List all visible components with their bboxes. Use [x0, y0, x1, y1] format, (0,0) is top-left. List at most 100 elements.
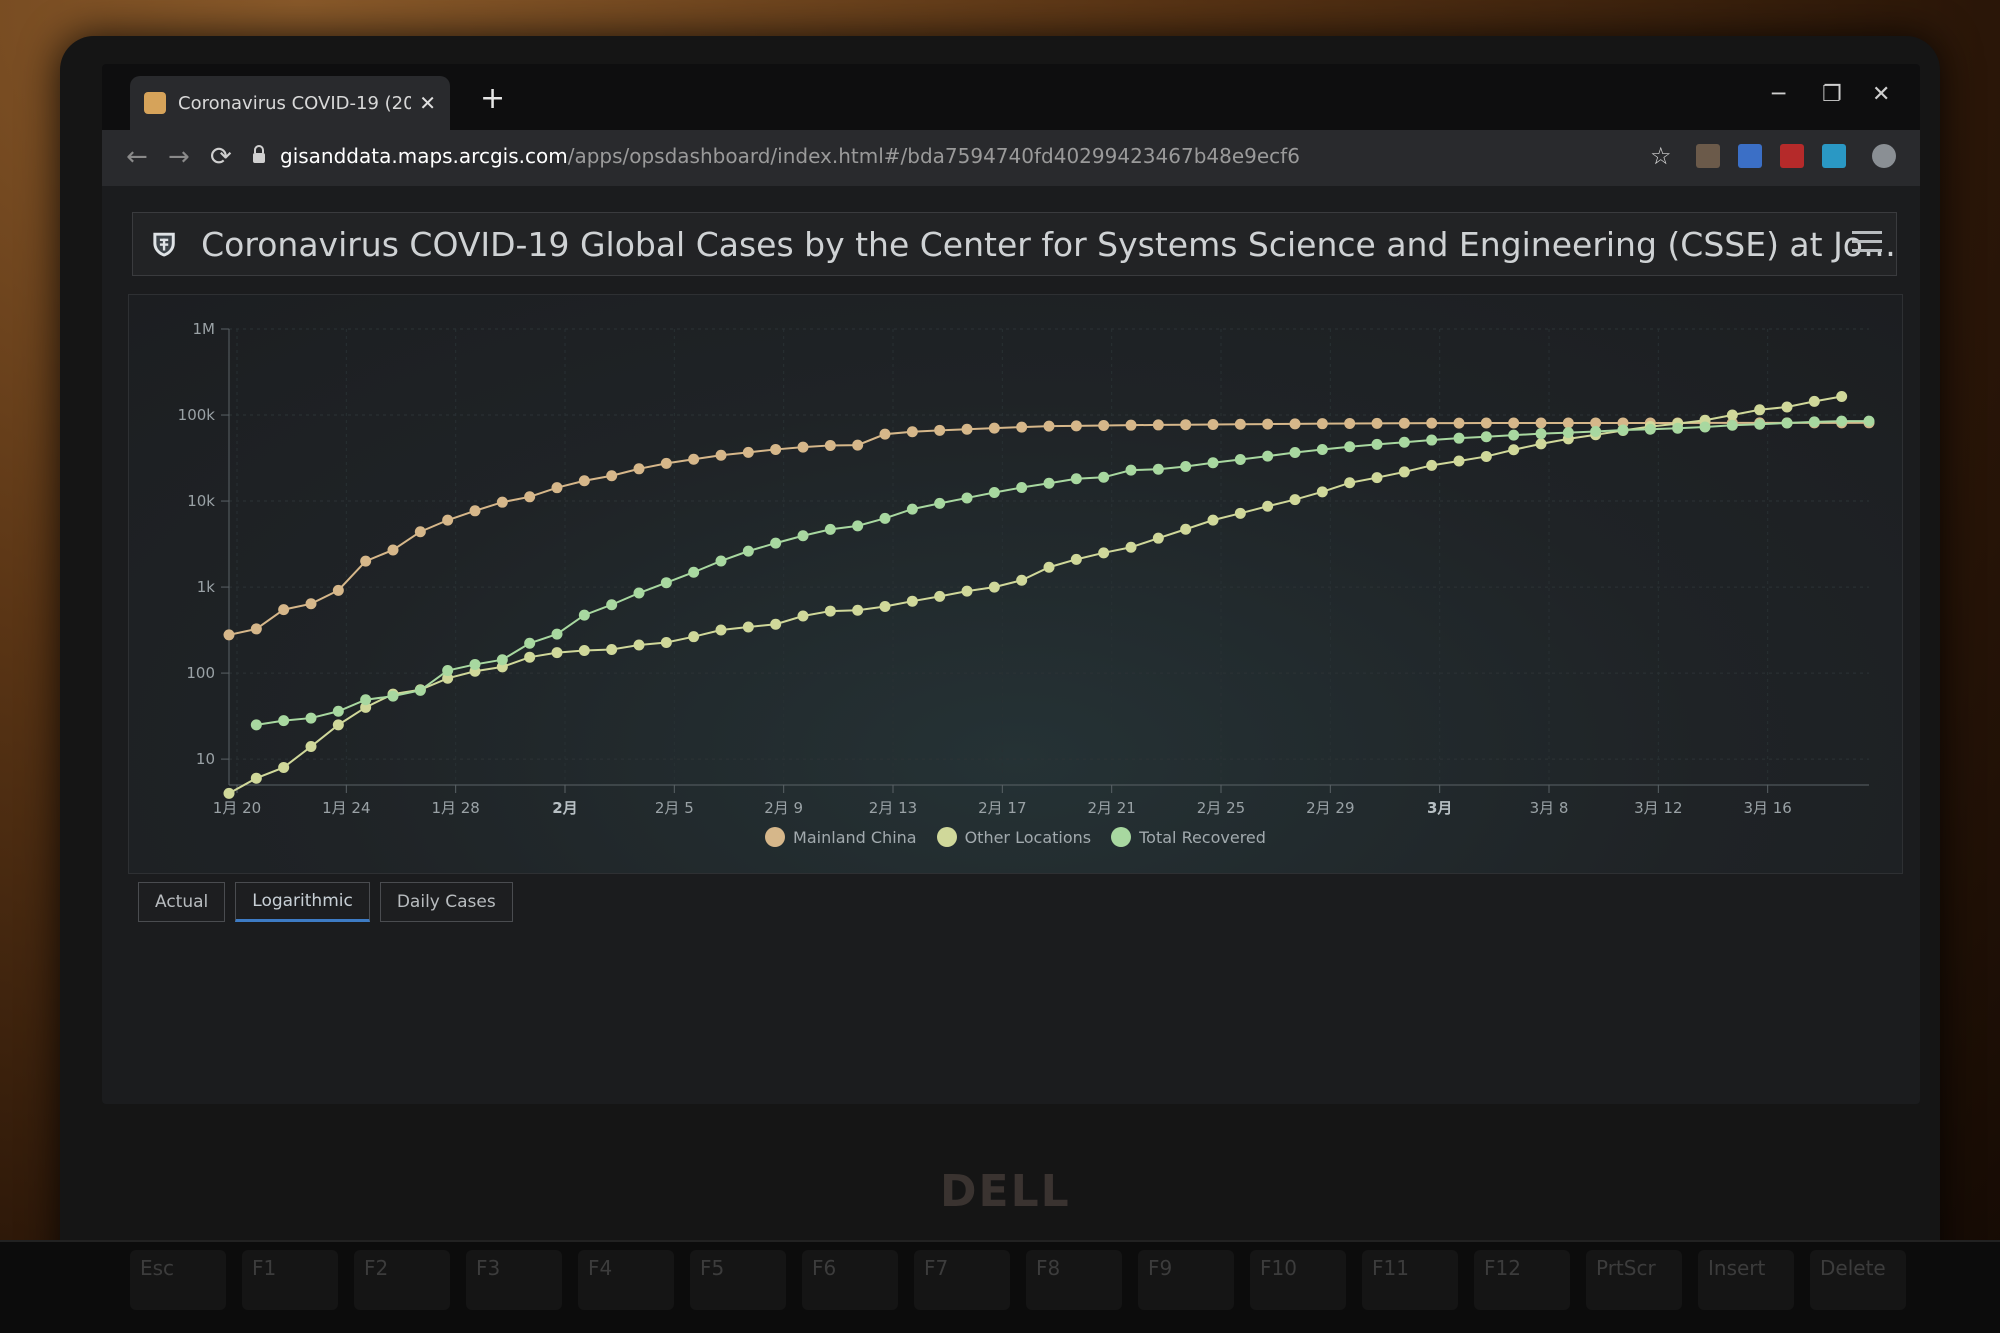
- extension-icon[interactable]: [1696, 144, 1720, 168]
- data-point-total-recovered: [1836, 415, 1848, 427]
- window-close-button[interactable]: ✕: [1872, 82, 1891, 107]
- data-point-other-locations: [1808, 395, 1820, 407]
- data-point-other-locations: [1371, 472, 1383, 484]
- menu-icon[interactable]: ⋮: [1912, 142, 1920, 170]
- data-point-mainland-china: [688, 453, 700, 465]
- data-point-total-recovered: [1426, 434, 1438, 446]
- key-f4: F4: [578, 1250, 674, 1310]
- reload-button[interactable]: ⟳: [210, 142, 232, 172]
- chart-axes: 10 100 1k 10k 100k 1M 1月 20 1月 24 1月 28 2月 2月 5 2月 …: [178, 320, 1869, 817]
- key-prtscr: PrtScr: [1586, 1250, 1682, 1310]
- translate-icon[interactable]: [1738, 144, 1762, 168]
- data-point-other-locations: [551, 647, 563, 659]
- legend-item[interactable]: Other Locations: [936, 827, 1092, 847]
- data-point-total-recovered: [770, 537, 782, 549]
- data-point-other-locations: [1152, 532, 1164, 544]
- data-point-other-locations: [1262, 500, 1274, 512]
- data-point-total-recovered: [1453, 432, 1465, 444]
- dashboard-header: Coronavirus COVID-19 Global Cases by the…: [132, 212, 1897, 276]
- data-point-total-recovered: [387, 690, 399, 702]
- new-tab-button[interactable]: +: [480, 81, 506, 116]
- data-point-other-locations: [797, 610, 809, 622]
- data-point-total-recovered: [414, 684, 426, 696]
- key-f3: F3: [466, 1250, 562, 1310]
- x-tick-label: 2月 9: [764, 799, 803, 817]
- data-point-other-locations: [1508, 444, 1520, 456]
- data-point-other-locations: [1836, 391, 1848, 403]
- data-point-total-recovered: [1125, 464, 1137, 476]
- url-host: gisanddata.maps.arcgis.com: [280, 144, 568, 168]
- star-icon[interactable]: ☆: [1650, 142, 1672, 170]
- data-point-total-recovered: [442, 665, 454, 677]
- legend-label: Other Locations: [964, 827, 1092, 847]
- reader-icon[interactable]: [1822, 144, 1846, 168]
- url-field[interactable]: gisanddata.maps.arcgis.com/apps/opsdashb…: [280, 144, 1300, 168]
- profile-icon[interactable]: [1872, 144, 1896, 168]
- data-point-other-locations: [715, 624, 727, 636]
- data-point-mainland-china: [496, 496, 508, 508]
- restore-button[interactable]: ❐: [1822, 82, 1842, 107]
- data-point-total-recovered: [1644, 423, 1656, 435]
- data-point-other-locations: [688, 631, 700, 643]
- data-point-mainland-china: [278, 604, 290, 616]
- data-point-total-recovered: [715, 555, 727, 567]
- forward-button[interactable]: →: [168, 142, 190, 172]
- legend-item[interactable]: Mainland China: [765, 827, 917, 847]
- series-mainland-china: [223, 417, 1875, 641]
- data-point-mainland-china: [660, 457, 672, 469]
- data-point-mainland-china: [988, 422, 1000, 434]
- close-tab-icon[interactable]: ✕: [419, 91, 436, 115]
- data-point-total-recovered: [1617, 424, 1629, 436]
- data-point-total-recovered: [1016, 482, 1028, 494]
- key-f9: F9: [1138, 1250, 1234, 1310]
- key-f1: F1: [242, 1250, 338, 1310]
- dell-logo: DELL: [940, 1166, 1071, 1217]
- minimize-button[interactable]: ─: [1772, 82, 1786, 107]
- data-point-other-locations: [824, 605, 836, 617]
- data-point-total-recovered: [1289, 446, 1301, 458]
- data-point-mainland-china: [524, 491, 536, 503]
- data-point-other-locations: [442, 672, 454, 684]
- key-f10: F10: [1250, 1250, 1346, 1310]
- key-f8: F8: [1026, 1250, 1122, 1310]
- data-point-mainland-china: [1453, 417, 1465, 429]
- view-tab-daily-cases[interactable]: Daily Cases: [379, 882, 513, 922]
- data-point-mainland-china: [387, 544, 399, 556]
- data-point-mainland-china: [797, 441, 809, 453]
- data-point-mainland-china: [1371, 417, 1383, 429]
- data-point-other-locations: [278, 761, 290, 773]
- data-point-other-locations: [1234, 507, 1246, 519]
- y-tick-label: 100: [186, 664, 215, 682]
- data-point-total-recovered: [824, 523, 836, 535]
- data-point-total-recovered: [1754, 418, 1766, 430]
- x-tick-label: 2月 17: [978, 799, 1026, 817]
- hamburger-menu-icon[interactable]: [1852, 229, 1882, 255]
- pdf-icon[interactable]: [1780, 144, 1804, 168]
- back-button[interactable]: ←: [126, 142, 148, 172]
- legend-label: Total Recovered: [1139, 827, 1266, 847]
- data-point-other-locations: [524, 651, 536, 663]
- series-other-locations: [223, 391, 1848, 799]
- data-point-other-locations: [1043, 561, 1055, 573]
- data-point-mainland-china: [1234, 418, 1246, 430]
- data-point-other-locations: [633, 639, 645, 651]
- x-tick-label: 2月 5: [655, 799, 694, 817]
- data-point-other-locations: [223, 787, 235, 799]
- view-tab-logarithmic[interactable]: Logarithmic: [235, 882, 370, 922]
- data-point-other-locations: [1726, 409, 1738, 421]
- view-tab-actual[interactable]: Actual: [138, 882, 226, 922]
- data-point-total-recovered: [250, 719, 262, 731]
- x-tick-label: 3月 12: [1634, 799, 1682, 817]
- data-point-mainland-china: [1070, 420, 1082, 432]
- data-point-other-locations: [1754, 404, 1766, 416]
- browser-tab[interactable]: Coronavirus COVID-19 (2019- ✕: [130, 76, 450, 130]
- data-point-other-locations: [1207, 514, 1219, 526]
- data-point-mainland-china: [1426, 417, 1438, 429]
- legend-item[interactable]: Total Recovered: [1111, 827, 1266, 847]
- browser-tab-bar: Coronavirus COVID-19 (2019- ✕ + ─ ❐ ✕: [102, 64, 1920, 130]
- data-point-other-locations: [961, 585, 973, 597]
- data-point-other-locations: [1453, 455, 1465, 467]
- data-point-other-locations: [1535, 438, 1547, 450]
- data-point-mainland-china: [1098, 419, 1110, 431]
- data-point-total-recovered: [305, 712, 317, 724]
